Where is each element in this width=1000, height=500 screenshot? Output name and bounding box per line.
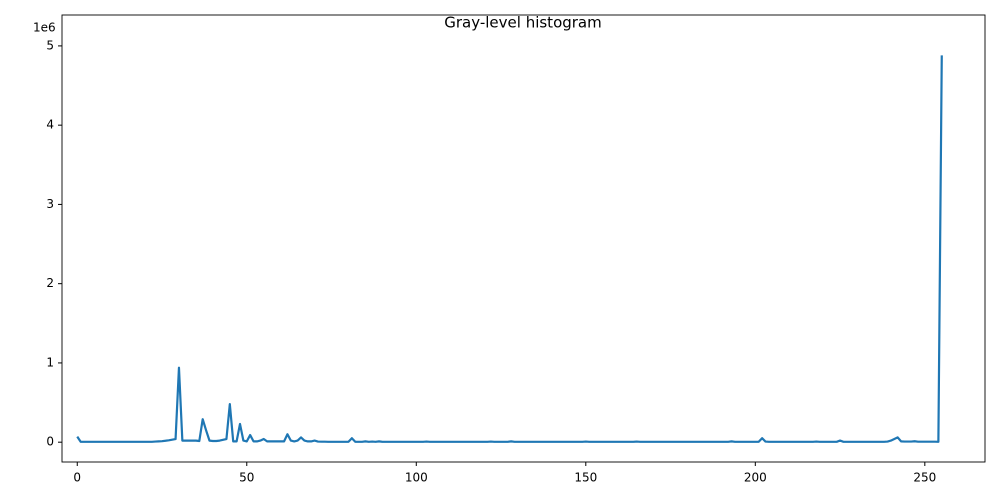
chart-title: Gray-level histogram (444, 14, 602, 32)
y-tick-label: 5 (46, 38, 54, 52)
y-tick-label: 2 (46, 276, 54, 290)
plot-frame (61, 14, 986, 463)
x-tick-label: 100 (405, 471, 428, 485)
y-offset-label: 1e6 (33, 21, 56, 35)
y-tick-label: 0 (46, 435, 54, 449)
y-tick-label: 3 (46, 197, 54, 211)
data-line (76, 55, 943, 443)
x-tick-label: 250 (913, 471, 936, 485)
y-tick-label: 4 (46, 118, 54, 132)
x-tick-label: 200 (744, 471, 767, 485)
y-tick-label: 1 (46, 355, 54, 369)
x-tick-label: 150 (574, 471, 597, 485)
x-tick-label: 0 (73, 471, 81, 485)
x-tick-label: 50 (239, 471, 254, 485)
